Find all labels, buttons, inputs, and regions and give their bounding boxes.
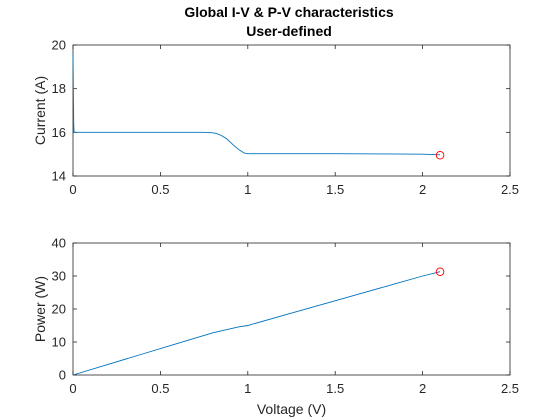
iv-mpp-marker xyxy=(435,151,445,160)
pv-y-tick-label: 40 xyxy=(52,236,66,251)
iv-x-tick-label: 2.5 xyxy=(501,182,519,197)
pv-y-tick-label: 10 xyxy=(52,335,66,350)
iv-x-tick-label: 1.5 xyxy=(326,182,344,197)
iv-series-line xyxy=(72,53,441,156)
pv-x-tick-label: 2 xyxy=(419,381,426,396)
iv-y-tick-label: 20 xyxy=(52,38,66,53)
pv-y-tick-label: 30 xyxy=(52,269,66,284)
pv-x-tick-label: 0.5 xyxy=(151,381,169,396)
pv-series-line xyxy=(72,271,441,376)
iv-y-tick-label: 18 xyxy=(52,81,66,96)
chart-title-line-2: User-defined xyxy=(246,23,332,39)
pv-x-axis-label: Voltage (V) xyxy=(257,401,326,417)
pv-y-tick-label: 20 xyxy=(52,302,66,317)
iv-x-tick-label: 0 xyxy=(69,182,76,197)
iv-x-tick-label: 0.5 xyxy=(151,182,169,197)
iv-y-axis-label: Current (A) xyxy=(32,76,48,145)
pv-axes: 0 0.5 1 1.5 2 2.5 0 10 20 30 40 Power (W) Voltage (V… xyxy=(32,236,519,418)
pv-y-axis-label: Power (W) xyxy=(32,276,48,342)
iv-x-tick-label: 1 xyxy=(244,182,251,197)
iv-x-tick-label: 2 xyxy=(419,182,426,197)
iv-y-tick-label: 16 xyxy=(52,125,66,140)
pv-mpp-marker xyxy=(435,267,445,276)
pv-x-tick-label: 0 xyxy=(69,381,76,396)
pv-x-tick-label: 1 xyxy=(244,381,251,396)
iv-axes: 0 0.5 1 1.5 2 2.5 14 16 18 20 Current (A) xyxy=(32,38,519,198)
chart-title-line-1: Global I-V & P-V characteristics xyxy=(184,4,394,20)
pv-x-tick-label: 2.5 xyxy=(501,381,519,396)
pv-y-tick-label: 0 xyxy=(59,368,66,383)
pv-x-tick-label: 1.5 xyxy=(326,381,344,396)
iv-y-tick-label: 14 xyxy=(52,169,66,184)
iv-plot-box xyxy=(72,44,511,177)
